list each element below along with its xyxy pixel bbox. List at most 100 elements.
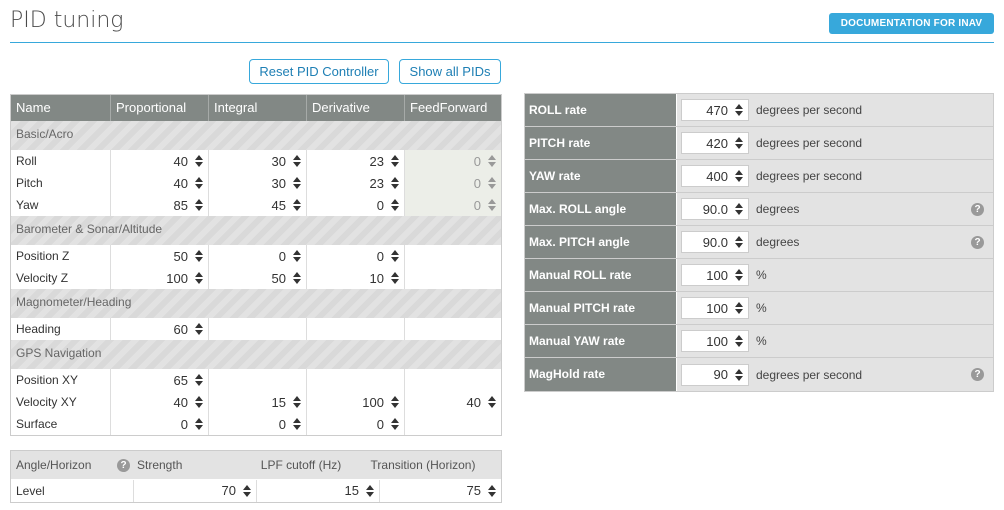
spinner-arrows-icon[interactable] <box>390 154 400 168</box>
pid-value-input[interactable]: 0 <box>405 172 501 194</box>
spinner-arrows-icon[interactable] <box>292 395 302 409</box>
rate-input[interactable]: 90 <box>681 363 749 386</box>
spinner-arrows-icon[interactable] <box>292 417 302 431</box>
spinner-arrows-icon[interactable] <box>734 268 744 282</box>
pid-value: 0 <box>376 248 384 264</box>
spinner-arrows-icon[interactable] <box>734 202 744 216</box>
spinner-arrows-icon[interactable] <box>734 235 744 249</box>
pid-value: 65 <box>173 372 188 388</box>
level-transition-input[interactable]: 75 <box>380 480 501 502</box>
spinner-arrows-icon[interactable] <box>194 154 204 168</box>
rate-input[interactable]: 400 <box>681 165 749 187</box>
spinner-arrows-icon[interactable] <box>487 395 497 409</box>
pid-value-input[interactable]: 30 <box>209 172 307 194</box>
spinner-arrows-icon[interactable] <box>734 136 744 150</box>
col-name: Name <box>11 95 111 121</box>
rate-input[interactable]: 470 <box>681 99 749 121</box>
spinner-arrows-icon[interactable] <box>194 373 204 387</box>
spinner-arrows-icon[interactable] <box>487 198 497 212</box>
spinner-arrows-icon[interactable] <box>390 198 400 212</box>
rate-input[interactable]: 90.0 <box>681 231 749 253</box>
rate-input[interactable]: 100 <box>681 297 749 319</box>
pid-value-input[interactable]: 0 <box>209 413 307 435</box>
row-name: Yaw <box>11 194 111 216</box>
spinner-arrows-icon[interactable] <box>390 395 400 409</box>
question-circle-icon[interactable]: ? <box>971 203 984 216</box>
spinner-arrows-icon[interactable] <box>734 301 744 315</box>
show-all-pids-button[interactable]: Show all PIDs <box>399 59 501 84</box>
spinner-arrows-icon[interactable] <box>194 322 204 336</box>
pid-value-input[interactable]: 23 <box>307 150 405 172</box>
rate-input[interactable]: 420 <box>681 132 749 154</box>
question-circle-icon[interactable]: ? <box>971 368 984 381</box>
spinner-arrows-icon[interactable] <box>734 368 744 382</box>
level-lpf-input[interactable]: 15 <box>257 479 380 502</box>
spinner-arrows-icon[interactable] <box>390 271 400 285</box>
pid-value-input[interactable]: 60 <box>111 318 209 340</box>
pid-value-input[interactable]: 0 <box>405 194 501 216</box>
pid-value-input[interactable]: 0 <box>209 245 307 267</box>
pid-value-input[interactable]: 0 <box>111 413 209 435</box>
spinner-arrows-icon[interactable] <box>292 249 302 263</box>
pid-value-input[interactable]: 40 <box>111 150 209 172</box>
spinner-arrows-icon[interactable] <box>194 249 204 263</box>
rate-body: 400 degrees per second <box>677 160 993 192</box>
spinner-arrows-icon[interactable] <box>292 198 302 212</box>
rate-unit: degrees per second <box>756 169 863 183</box>
rate-input[interactable]: 100 <box>681 330 749 352</box>
pid-value-input[interactable]: 40 <box>405 391 501 413</box>
pid-value: 15 <box>271 394 286 410</box>
spinner-arrows-icon[interactable] <box>194 417 204 431</box>
pid-value-input[interactable]: 0 <box>307 245 405 267</box>
pid-value-input[interactable]: 30 <box>209 150 307 172</box>
rate-value: 470 <box>706 102 728 118</box>
table-row: Velocity XY 40 15 100 40 <box>11 391 501 413</box>
pid-value-input[interactable]: 45 <box>209 194 307 216</box>
question-circle-icon[interactable]: ? <box>117 458 130 472</box>
spinner-arrows-icon[interactable] <box>194 271 204 285</box>
spinner-arrows-icon[interactable] <box>242 484 252 498</box>
spinner-arrows-icon[interactable] <box>390 176 400 190</box>
spinner-arrows-icon[interactable] <box>194 176 204 190</box>
pid-value-input[interactable]: 50 <box>209 267 307 289</box>
rate-input[interactable]: 100 <box>681 264 749 286</box>
reset-pid-button[interactable]: Reset PID Controller <box>249 59 389 84</box>
pid-value-input[interactable]: 85 <box>111 194 209 216</box>
spinner-arrows-icon[interactable] <box>390 249 400 263</box>
pid-value: 60 <box>173 321 188 337</box>
spinner-arrows-icon[interactable] <box>292 176 302 190</box>
spinner-arrows-icon[interactable] <box>292 271 302 285</box>
spinner-arrows-icon[interactable] <box>734 103 744 117</box>
pid-value-input[interactable]: 0 <box>405 150 501 172</box>
spinner-arrows-icon[interactable] <box>487 484 497 498</box>
spinner-arrows-icon[interactable] <box>194 395 204 409</box>
documentation-button[interactable]: DOCUMENTATION FOR INAV <box>829 13 994 34</box>
rate-body: 420 degrees per second <box>677 127 993 159</box>
pid-value: 0 <box>376 416 384 432</box>
pid-value: 0 <box>180 416 188 432</box>
rate-value: 100 <box>706 267 728 283</box>
pid-value-input[interactable]: 10 <box>307 267 405 289</box>
pid-value-input[interactable]: 15 <box>209 391 307 413</box>
spinner-arrows-icon[interactable] <box>194 198 204 212</box>
pid-value-input[interactable]: 100 <box>307 391 405 413</box>
pid-value-input[interactable]: 100 <box>111 267 209 289</box>
pid-value-input[interactable]: 0 <box>307 194 405 216</box>
rate-row: MagHold rate 90 degrees per second? <box>525 358 993 391</box>
pid-value-input[interactable]: 23 <box>307 172 405 194</box>
spinner-arrows-icon[interactable] <box>487 154 497 168</box>
rate-input[interactable]: 90.0 <box>681 198 749 220</box>
level-strength-input[interactable]: 70 <box>134 479 257 502</box>
pid-value-input[interactable]: 40 <box>111 391 209 413</box>
spinner-arrows-icon[interactable] <box>487 176 497 190</box>
pid-value-input[interactable]: 50 <box>111 245 209 267</box>
spinner-arrows-icon[interactable] <box>390 417 400 431</box>
pid-value-input[interactable]: 0 <box>307 413 405 435</box>
spinner-arrows-icon[interactable] <box>734 334 744 348</box>
pid-value-input[interactable]: 40 <box>111 172 209 194</box>
spinner-arrows-icon[interactable] <box>734 169 744 183</box>
question-circle-icon[interactable]: ? <box>971 236 984 249</box>
spinner-arrows-icon[interactable] <box>365 484 375 498</box>
spinner-arrows-icon[interactable] <box>292 154 302 168</box>
pid-value-input[interactable]: 65 <box>111 369 209 391</box>
